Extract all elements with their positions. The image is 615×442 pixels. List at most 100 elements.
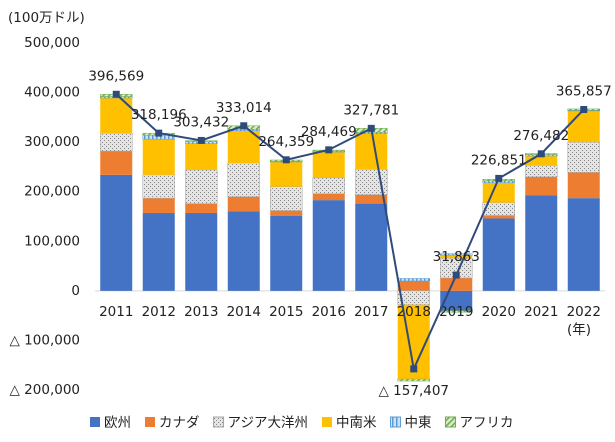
x-tick-label: 2012 [142, 304, 176, 320]
total-label: △ 157,407 [379, 383, 450, 399]
bar-segment [100, 132, 133, 152]
bar-segment [142, 198, 175, 214]
total-marker [367, 124, 375, 132]
legend-swatch [90, 417, 100, 427]
unit-label: (100万ドル) [8, 10, 85, 26]
bar-segment [270, 216, 303, 291]
bar-segment [397, 280, 430, 291]
bar-segment [397, 378, 430, 382]
legend-label: 中東 [404, 415, 431, 431]
total-marker [495, 174, 503, 182]
legend-swatch [321, 417, 332, 427]
legend-label: アジア大洋州 [228, 415, 308, 431]
bar-segment [227, 162, 260, 197]
x-tick-label: 2014 [227, 304, 261, 320]
bar-segment [440, 277, 473, 291]
total-marker [580, 105, 588, 113]
bar-segment [312, 200, 345, 291]
bar-segment [270, 210, 303, 217]
legend-label: カナダ [159, 415, 200, 431]
total-marker [452, 271, 460, 279]
total-label: 264,359 [258, 134, 314, 150]
bar-segment [270, 161, 303, 187]
bar-segment [100, 174, 133, 291]
x-tick-label: 2020 [482, 304, 516, 320]
total-marker [325, 146, 333, 154]
total-line [115, 93, 585, 373]
bar-segment [100, 151, 133, 175]
bar-segment [142, 139, 175, 175]
bar-segment [525, 176, 558, 196]
y-tick-label: 500,000 [24, 35, 80, 51]
y-tick-label: 400,000 [24, 85, 80, 101]
bar-segment [525, 195, 558, 291]
bar-segment [440, 290, 473, 311]
legend-swatch [444, 416, 456, 428]
y-tick-label: 300,000 [24, 134, 80, 150]
legend-label: 欧州 [104, 415, 131, 431]
total-marker [197, 136, 205, 144]
bar-segment [227, 196, 260, 212]
x-tick-label: 2011 [99, 304, 133, 320]
bar-segment [397, 278, 430, 282]
bar-segment [482, 182, 515, 203]
y-tick-label: 0 [71, 283, 80, 299]
bar-segment [355, 194, 388, 204]
bar-segment [185, 143, 218, 170]
total-label: 31,863 [433, 249, 480, 265]
bar-segment [312, 152, 345, 178]
y-tick-label: 200,000 [24, 184, 80, 200]
y-tick-label: △ 100,000 [10, 332, 81, 348]
x-unit-label: (年) [567, 322, 591, 338]
bar-segment [482, 218, 515, 291]
x-tick-label: 2015 [269, 304, 303, 320]
legend-label: アフリカ [459, 415, 513, 431]
total-marker [537, 150, 545, 158]
bar-segment [525, 156, 558, 166]
bar-segment [312, 177, 345, 194]
bar-segment [567, 172, 600, 199]
bar-segment [567, 110, 600, 143]
bar-segment [567, 141, 600, 173]
total-label: 303,432 [173, 114, 229, 130]
bar-segment [185, 203, 218, 214]
total-label: 284,469 [301, 124, 357, 140]
total-label: 327,781 [343, 102, 399, 118]
bar-segment [482, 215, 515, 219]
total-label: 333,014 [216, 100, 272, 116]
x-tick-label: 2013 [184, 304, 218, 320]
bar-segment [567, 198, 600, 291]
bar-segment [355, 203, 388, 291]
x-tick-label: 2019 [439, 304, 473, 320]
x-tick-label: 2022 [567, 304, 601, 320]
total-marker [282, 156, 290, 164]
total-label: 396,569 [88, 68, 144, 84]
bar-segment [185, 213, 218, 291]
bar-segment [142, 174, 175, 199]
total-label: 226,851 [471, 152, 527, 168]
y-tick-label: 100,000 [24, 233, 80, 249]
bar-segment [525, 165, 558, 178]
x-tick-label: 2016 [312, 304, 346, 320]
total-marker [410, 365, 418, 373]
legend-swatch [389, 416, 401, 428]
bar-segment [185, 169, 218, 204]
total-label: 318,196 [131, 107, 187, 123]
x-tick-label: 2017 [354, 304, 388, 320]
bar-segment [227, 130, 260, 163]
bar-segment [440, 255, 473, 259]
bar-segment [440, 253, 473, 256]
legend-label: 中南米 [336, 415, 377, 431]
x-tick-label: 2021 [524, 304, 558, 320]
bar-segment [312, 193, 345, 201]
bar-segment [270, 186, 303, 211]
bar-segment [355, 133, 388, 170]
bar-segment [227, 211, 260, 291]
legend-swatch [145, 417, 155, 427]
total-label: 276,482 [513, 128, 569, 144]
total-label: 365,857 [556, 83, 612, 99]
total-marker [155, 129, 163, 137]
y-tick-label: △ 200,000 [10, 382, 81, 398]
legend-swatch [213, 416, 224, 428]
